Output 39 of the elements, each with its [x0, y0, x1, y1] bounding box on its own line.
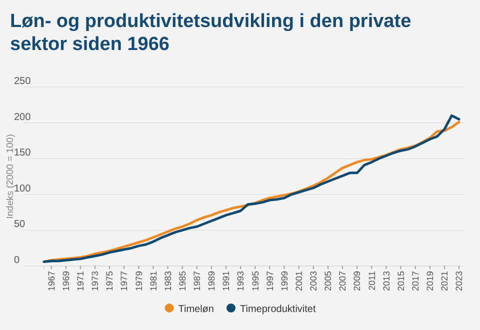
x-tick-label: 2003 — [308, 271, 319, 292]
x-tick-label: 1989 — [206, 271, 217, 292]
legend-label: Timeproduktivitet — [240, 304, 316, 315]
x-tick-label: 2019 — [425, 271, 436, 292]
x-tick-label: 1979 — [134, 271, 144, 292]
x-tick-label: 1995 — [250, 271, 260, 292]
y-tick-label: 50 — [14, 219, 26, 230]
x-tick-label: 2023 — [454, 271, 464, 292]
y-tick-label: 150 — [14, 148, 32, 159]
x-tick-label: 1983 — [162, 271, 173, 292]
x-tick-label: 1971 — [76, 271, 86, 292]
x-tick-label: 2001 — [294, 271, 304, 292]
chart-title: Løn- og produktivitetsudvikling i den private sektor siden 1966 — [10, 11, 412, 55]
x-tick-label: 1967 — [46, 271, 56, 292]
x-tick-label: 1985 — [177, 271, 188, 292]
x-tick-label: 2013 — [381, 271, 392, 292]
x-tick-label: 2017 — [410, 271, 420, 292]
x-tick-label: 2011 — [366, 271, 377, 290]
x-tick-label: 2015 — [396, 271, 406, 292]
x-tick-label: 1969 — [60, 271, 71, 292]
y-tick-label: 200 — [14, 112, 32, 123]
y-tick-label: 250 — [14, 76, 32, 87]
x-tick-label: 1991 — [221, 271, 232, 292]
x-tick-label: 1997 — [264, 271, 275, 292]
x-tick-label: 2021 — [440, 271, 450, 292]
x-tick-label: 1977 — [119, 271, 130, 292]
x-tick-label: 1981 — [148, 271, 158, 292]
x-tick-label: 1993 — [236, 271, 246, 292]
y-tick-label: 100 — [14, 183, 32, 194]
x-tick-label: 2005 — [323, 271, 334, 292]
x-tick-label: 1975 — [104, 271, 115, 292]
x-tick-label: 2009 — [352, 271, 362, 292]
y-axis-title: Indeks (2000 = 100) — [5, 134, 16, 219]
x-tick-label: 1973 — [90, 271, 100, 292]
y-tick-label: 0 — [14, 255, 20, 266]
x-tick-label: 1987 — [192, 271, 202, 292]
x-tick-label: 1999 — [279, 271, 290, 292]
x-tick-label: 2007 — [338, 271, 348, 292]
legend-label: Timeløn — [178, 304, 214, 315]
